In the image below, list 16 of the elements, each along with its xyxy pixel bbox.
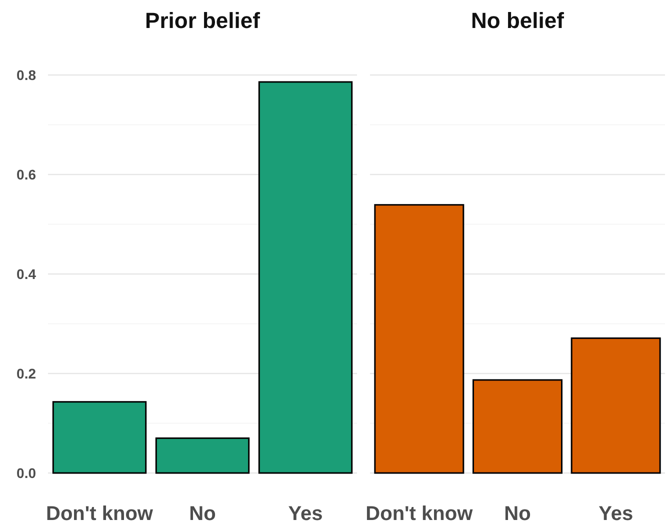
x-tick-label: No xyxy=(504,503,531,525)
chart-title: Prior belief xyxy=(145,8,261,33)
bar xyxy=(52,401,147,474)
y-tick-label: 0.8 xyxy=(16,66,36,83)
x-tick-label: Don't know xyxy=(366,503,474,525)
x-tick-label: Yes xyxy=(288,503,323,525)
y-tick-label: 0.0 xyxy=(16,464,36,481)
y-tick-label: 0.4 xyxy=(16,266,36,282)
y-tick-label: 0.6 xyxy=(16,166,36,182)
y-tick-label: 0.2 xyxy=(16,365,36,382)
bar xyxy=(155,437,250,474)
x-tick-label: Don't know xyxy=(46,503,154,525)
chart-title: No belief xyxy=(471,8,565,33)
bar xyxy=(258,81,353,474)
x-tick-label: Yes xyxy=(598,503,634,525)
x-tick-label: No xyxy=(189,503,216,525)
